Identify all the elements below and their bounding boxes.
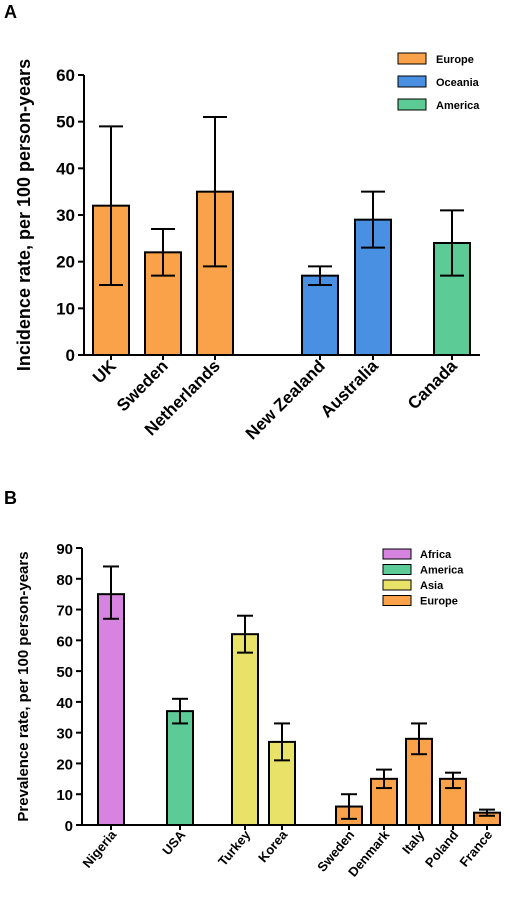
panel-letter-a: A (4, 2, 17, 22)
y-tick-label: 40 (56, 159, 75, 178)
bar-usa (166, 710, 194, 826)
y-tick-label: 90 (56, 541, 73, 558)
y-tick-label: 20 (56, 253, 75, 272)
legend-label: America (420, 565, 464, 577)
legend-label: Europe (436, 54, 474, 66)
incidence-chart: 0 10 20 30 40 50 60 Incidence rate, per 100 per… (14, 52, 480, 443)
category-label: Turkey (215, 827, 254, 869)
legend-label: Africa (420, 549, 452, 561)
category-label: Canada (404, 356, 461, 413)
legend-label: Oceania (436, 77, 480, 89)
y-tick-label: 30 (56, 726, 73, 743)
y-tick-label: 40 (56, 695, 73, 712)
legend-swatch (382, 579, 412, 591)
legend-swatch (397, 98, 427, 111)
category-label: USA (159, 827, 189, 858)
legend-swatch (382, 595, 412, 606)
y-tick-label: 60 (56, 633, 73, 650)
legend-label: Europe (420, 596, 458, 608)
y-tick-label: 80 (56, 572, 73, 589)
category-label: France (456, 827, 495, 869)
y-axis-label: Prevalence rate, per 100 person-years (15, 551, 32, 821)
category-label: New Zealand (242, 356, 329, 443)
category-label: Nigeria (79, 827, 119, 871)
category-label: Australia (317, 356, 382, 421)
panel-letter-b: B (4, 488, 17, 508)
bar-nigeria (97, 593, 125, 827)
y-tick-label: 0 (66, 346, 75, 365)
bar-new-zealand (301, 274, 339, 356)
category-label: Korea (255, 827, 291, 865)
legend-swatch (397, 75, 427, 88)
y-tick-label: 70 (56, 603, 73, 620)
y-tick-label: 30 (56, 206, 75, 225)
y-tick-label: 10 (56, 787, 73, 804)
category-label: UK (89, 356, 120, 387)
prevalence-chart: 0 10 20 30 40 50 60 70 80 90 Prevalence rate, per … (15, 541, 501, 880)
y-tick-label: 10 (56, 299, 75, 318)
category-label: Poland (422, 827, 461, 870)
legend-label: America (436, 100, 480, 112)
y-tick-label: 60 (56, 66, 75, 85)
y-tick-label: 50 (56, 664, 73, 681)
legend-swatch (382, 548, 412, 560)
category-label: Italy (399, 827, 428, 857)
legend-swatch (382, 564, 412, 575)
bar-turkey (231, 633, 259, 827)
y-tick-label: 50 (56, 113, 75, 132)
y-axis-label: Incidence rate, per 100 person-years (14, 59, 34, 371)
legend-label: Asia (420, 580, 444, 592)
legend-swatch (397, 52, 427, 65)
y-tick-label: 20 (56, 756, 73, 773)
y-tick-label: 0 (65, 818, 73, 835)
